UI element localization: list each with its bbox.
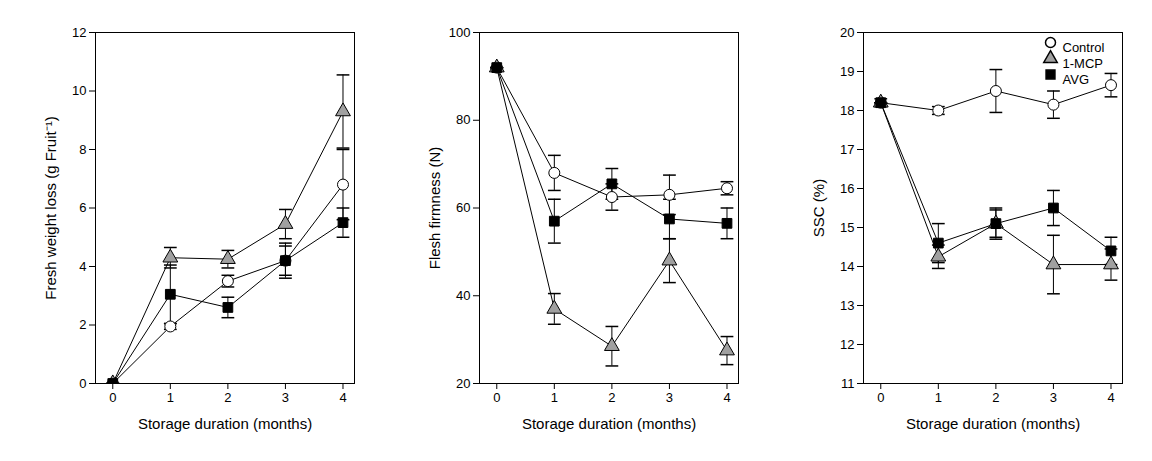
svg-text:Storage duration (months): Storage duration (months) <box>522 415 696 432</box>
svg-text:4: 4 <box>723 390 730 405</box>
svg-text:12: 12 <box>72 25 86 40</box>
svg-text:0: 0 <box>79 376 86 391</box>
svg-text:Storage duration (months): Storage duration (months) <box>138 415 312 432</box>
svg-text:20: 20 <box>840 25 854 40</box>
svg-text:2: 2 <box>992 390 999 405</box>
svg-text:40: 40 <box>456 288 470 303</box>
svg-text:4: 4 <box>79 259 86 274</box>
svg-text:2: 2 <box>224 390 231 405</box>
svg-text:4: 4 <box>1107 390 1114 405</box>
svg-text:1: 1 <box>935 390 942 405</box>
svg-text:16: 16 <box>840 181 854 196</box>
svg-text:80: 80 <box>456 112 470 127</box>
svg-text:18: 18 <box>840 103 854 118</box>
svg-text:17: 17 <box>840 142 854 157</box>
svg-text:100: 100 <box>449 25 471 40</box>
svg-text:Control: Control <box>1063 40 1105 55</box>
svg-text:Storage duration (months): Storage duration (months) <box>906 415 1080 432</box>
svg-text:19: 19 <box>840 64 854 79</box>
svg-text:1: 1 <box>167 390 174 405</box>
svg-text:11: 11 <box>841 376 855 391</box>
svg-text:15: 15 <box>840 220 854 235</box>
svg-text:12: 12 <box>840 337 854 352</box>
svg-text:14: 14 <box>840 259 854 274</box>
svg-text:AVG: AVG <box>1063 72 1090 87</box>
svg-text:1-MCP: 1-MCP <box>1063 56 1103 71</box>
svg-text:20: 20 <box>456 376 470 391</box>
svg-text:3: 3 <box>666 390 673 405</box>
svg-text:0: 0 <box>109 390 116 405</box>
svg-text:2: 2 <box>608 390 615 405</box>
svg-text:SSC (%): SSC (%) <box>810 179 827 237</box>
svg-text:Flesh firmness (N): Flesh firmness (N) <box>426 147 443 270</box>
svg-text:4: 4 <box>339 390 346 405</box>
svg-text:13: 13 <box>840 298 854 313</box>
svg-text:2: 2 <box>79 317 86 332</box>
svg-text:0: 0 <box>877 390 884 405</box>
svg-text:60: 60 <box>456 200 470 215</box>
svg-text:Fresh weight loss (g Fruit⁻¹): Fresh weight loss (g Fruit⁻¹) <box>42 116 59 299</box>
svg-text:3: 3 <box>282 390 289 405</box>
svg-text:6: 6 <box>79 200 86 215</box>
svg-text:0: 0 <box>493 390 500 405</box>
svg-text:3: 3 <box>1050 390 1057 405</box>
svg-text:1: 1 <box>551 390 558 405</box>
svg-text:10: 10 <box>72 83 86 98</box>
svg-text:8: 8 <box>79 142 86 157</box>
